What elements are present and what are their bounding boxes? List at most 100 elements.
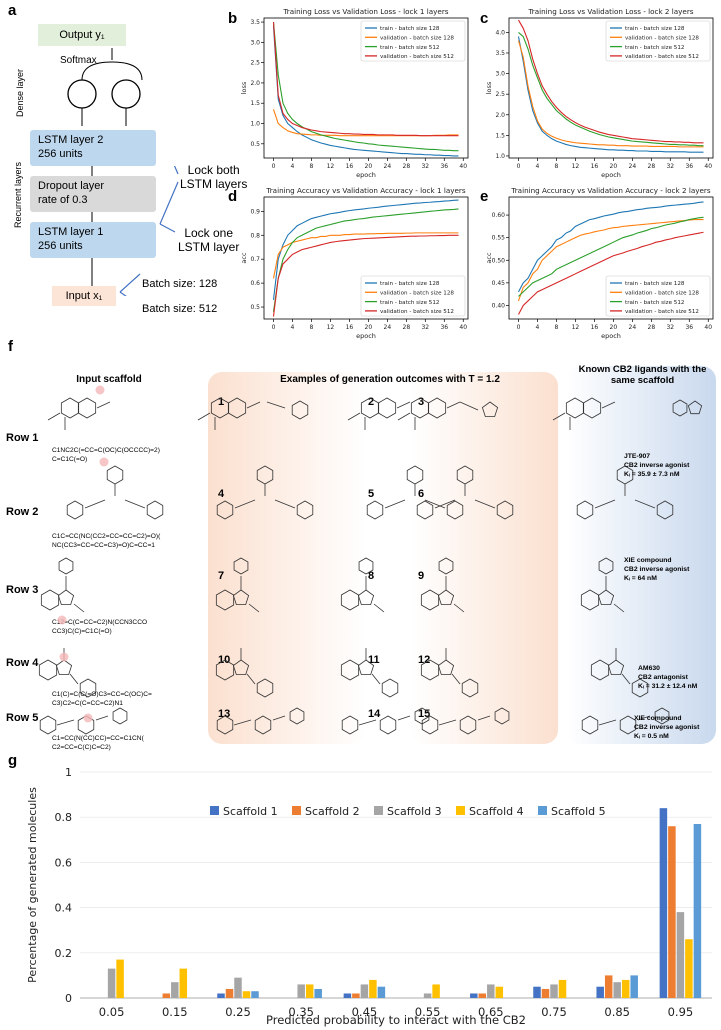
legend-swatch-2 <box>292 806 301 815</box>
x-tick-label: 12 <box>327 324 335 331</box>
series-line-3 <box>272 208 459 312</box>
ring-shape <box>296 500 314 520</box>
known-ligand-4-activity: CB2 inverse agonist <box>634 724 700 731</box>
series-line-4 <box>518 19 704 144</box>
bond-line <box>197 412 211 421</box>
bar <box>171 982 179 998</box>
output-box: Output y₁ <box>38 24 126 46</box>
bond-line <box>358 719 377 726</box>
ring-shape <box>421 715 439 735</box>
lock-one-line-1: Lock one <box>184 226 234 240</box>
header-examples: Examples of generation outcomes with T =… <box>280 374 500 385</box>
lock-both-line-1: Lock both <box>187 163 240 177</box>
x-tick-label: 0.05 <box>99 1005 125 1019</box>
compound-number: 9 <box>418 570 425 582</box>
ring-shape <box>60 397 80 419</box>
x-tick-label: 0 <box>517 163 521 170</box>
ring-shape <box>256 465 274 485</box>
smiles-row-3: C12=C(C=CC=C2)N(CCN3CCO CC3)C(C)=C1C(=O) <box>52 618 192 636</box>
x-tick-label: 4 <box>536 324 540 331</box>
chart-b-loss-lock1: Training Loss vs Validation Loss - lock … <box>240 7 469 179</box>
attachment-mark <box>59 652 69 662</box>
legend-entry-4: validation - batch size 512 <box>625 54 699 60</box>
legend-entry-1: train - batch size 128 <box>380 26 440 32</box>
ring-shape <box>55 659 73 675</box>
series-line-1 <box>518 201 704 293</box>
y-tick-label: 0.8 <box>250 232 260 239</box>
ring-shape <box>106 465 124 485</box>
legend-box <box>360 20 466 62</box>
bar <box>685 939 693 998</box>
series-line-1 <box>517 36 704 153</box>
bar <box>541 988 550 998</box>
chart-title: Training Accuracy vs Validation Accuracy… <box>510 186 710 195</box>
x-tick-label: 40 <box>459 324 467 331</box>
ring-shape <box>341 715 359 735</box>
known-ligand-3-activity: CB2 antagonist <box>638 674 688 681</box>
x-tick-label: 4 <box>536 163 540 170</box>
legend-entry-4: validation - batch size 512 <box>380 309 454 315</box>
known-ligand-2: XIE compound CB2 inverse agonist Kᵢ = 64… <box>624 556 689 583</box>
ring-shape <box>215 659 235 681</box>
bond-line <box>234 499 256 509</box>
bar <box>630 975 638 998</box>
attachment-mark <box>99 457 109 467</box>
bond-line <box>95 715 109 721</box>
ring-shape <box>38 659 58 681</box>
x-tick-label: 12 <box>572 324 580 331</box>
panel-letter-c: c <box>480 10 489 27</box>
ring-shape <box>437 659 455 675</box>
bar <box>352 993 360 998</box>
bond-line <box>246 401 261 409</box>
x-tick-label: 8 <box>310 163 314 170</box>
attachment-mark <box>57 615 67 625</box>
bar <box>659 808 668 998</box>
y-tick-label: 0.6 <box>55 856 73 869</box>
legend-swatch-4 <box>456 806 465 815</box>
bond-line <box>594 499 616 509</box>
known-ligand-1-name: JTE-907 <box>624 453 651 460</box>
ring-shape <box>256 678 274 698</box>
y-tick-label: 1.0 <box>495 153 505 160</box>
bar <box>116 959 124 998</box>
series-line-4 <box>518 231 704 315</box>
legend-entry-2: validation - batch size 128 <box>380 36 454 42</box>
y-tick-label: 2.0 <box>495 112 505 119</box>
series-line-4 <box>272 22 459 137</box>
ring-shape <box>672 399 688 417</box>
ring-shape <box>580 589 600 611</box>
compound-number: 10 <box>218 654 231 666</box>
x-tick-label: 32 <box>421 163 429 170</box>
ring-shape <box>379 715 397 735</box>
y-tick-label: 0.2 <box>55 947 73 960</box>
compound-number: 14 <box>368 708 381 720</box>
smiles-row-5-a: C1=CC(N(CC)CC)=CC=C1CN( <box>52 735 144 742</box>
ring-shape <box>340 589 360 611</box>
panel-letter-b: b <box>228 10 238 27</box>
header-input-scaffold: Input scaffold <box>76 374 142 385</box>
y-tick-label: 0.60 <box>492 212 506 219</box>
x-tick-label: 36 <box>440 324 448 331</box>
series-line-3 <box>518 31 704 147</box>
x-tick-label: 0.35 <box>288 1005 314 1019</box>
bond-line <box>96 401 111 409</box>
smiles-row-4-b: C3)C2=C(C=CC=C2)N1 <box>52 700 123 707</box>
legend-swatch-1 <box>210 806 219 815</box>
attachment-mark <box>83 713 93 723</box>
smiles-row-1-b: C=C1C(=O) <box>52 456 88 463</box>
bar <box>423 993 432 998</box>
bar <box>369 979 377 998</box>
smiles-row-4: C1(C)=C(C(=O)C3=CC=C(OC)C= C3)C2=C(C=CC=C… <box>52 690 192 708</box>
input-label: Input x₁ <box>65 290 103 302</box>
x-tick-label: 0 <box>272 324 276 331</box>
known-ligand-3: AM630 CB2 antagonist Kᵢ = 31.2 ± 12.4 nM <box>638 664 697 691</box>
y-tick-label: 3.5 <box>495 50 505 57</box>
row-label-2: Row 2 <box>6 506 39 518</box>
ring-shape <box>357 589 375 605</box>
bond-line <box>384 499 406 509</box>
smiles-row-5: C1=CC(N(CC)CC)=CC=C1CN(C2=CC=C(C)C=C2) <box>52 734 192 752</box>
ring-shape <box>232 589 250 605</box>
legend-entry-3: train - batch size 512 <box>380 45 439 51</box>
lstm-layer-1-title: LSTM layer 1 <box>38 226 104 238</box>
bar <box>360 984 369 998</box>
